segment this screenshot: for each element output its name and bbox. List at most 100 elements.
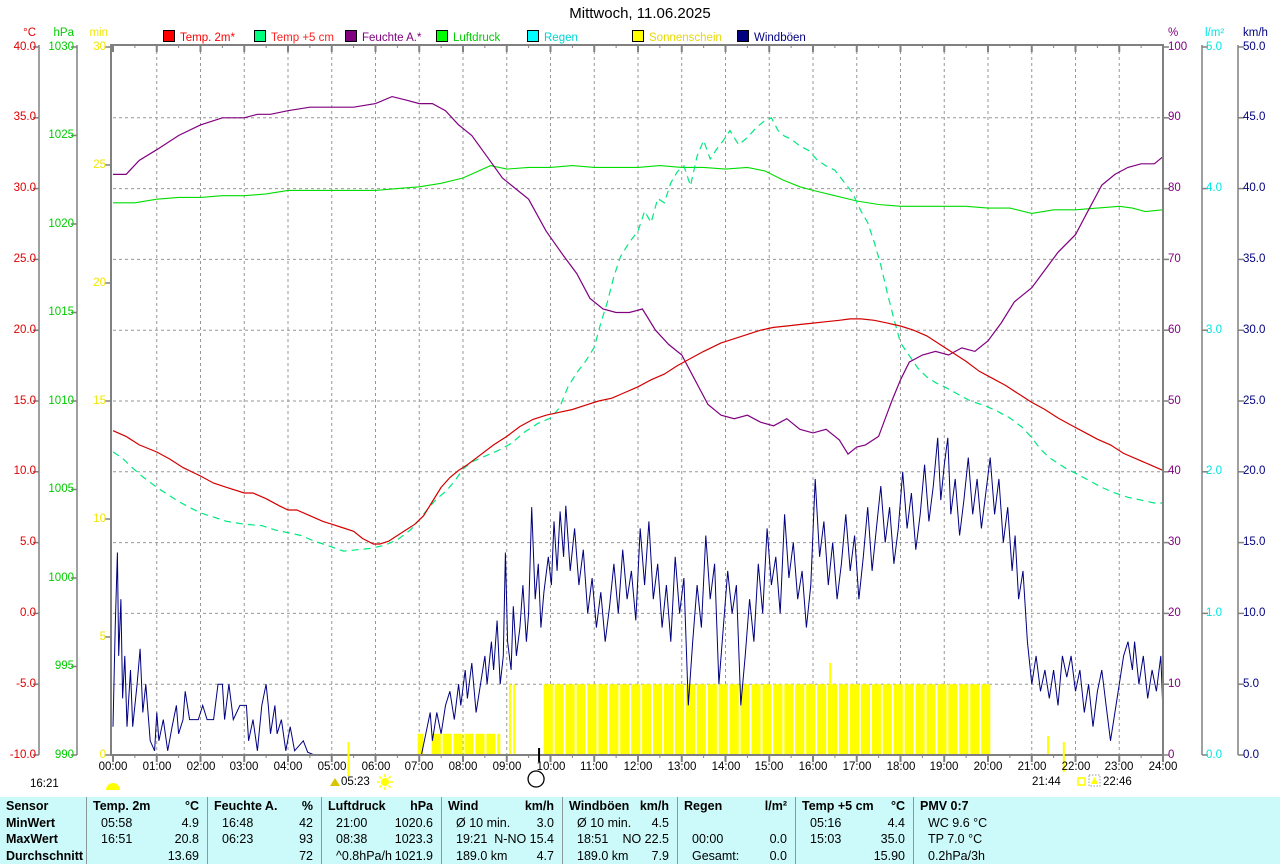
lm2-tick-label: 1.0 — [1206, 607, 1222, 619]
x-axis-label: 10:00 — [536, 761, 566, 773]
sunshine-bar — [685, 684, 695, 755]
sunshine-bar — [587, 684, 597, 755]
sunshine-bar — [497, 733, 501, 755]
x-axis-label: 07:00 — [404, 761, 434, 773]
x-axis-label: 00:00 — [98, 761, 128, 773]
unit-header-min: min — [89, 27, 108, 39]
table-row: 19:21 N-NO 15.4 — [442, 831, 563, 847]
table-cell: Ø 10 min. — [456, 815, 511, 830]
table-cell: hPa — [410, 799, 433, 813]
table-column: Temp +5 cm °C 05:16 4.4 15:03 35.0 15.90 — [795, 797, 914, 864]
page-title: Mittwoch, 11.06.2025 — [569, 5, 711, 22]
table-row: 0.2hPa/3h — [914, 848, 1280, 864]
table-cell: 4.7 — [536, 848, 554, 863]
table-cell: 42 — [299, 815, 313, 830]
table-row: Durchschnitt — [0, 848, 86, 864]
sunrise-time: 05:23 — [341, 776, 370, 788]
table-cell: l/m² — [764, 799, 787, 813]
table-cell: MinWert — [6, 815, 56, 830]
table-cell: 05:58 — [101, 815, 133, 830]
min-tick-label: 25 — [93, 159, 106, 171]
x-axis-label: 08:00 — [448, 761, 478, 773]
unit-header-pct: % — [1168, 27, 1179, 39]
legend-item: Temp. 2m* — [163, 30, 235, 44]
table-row: Feuchte A.% — [208, 798, 322, 814]
table-row: 00:00 0.0 — [678, 831, 796, 847]
x-axis-label: 19:00 — [929, 761, 959, 773]
table-row: Wind km/h — [442, 798, 563, 814]
unit-header-tempC: °C — [23, 27, 36, 39]
sunshine-bar — [653, 684, 663, 755]
table-cell: N-NO 15.4 — [494, 832, 554, 846]
pct-tick-label: 70 — [1168, 253, 1181, 265]
table-row: 189.0 km 4.7 — [442, 848, 563, 864]
table-cell: Durchschnitt — [6, 848, 84, 863]
table-cell: 15.90 — [873, 848, 905, 863]
legend-swatch — [436, 30, 448, 42]
table-column: PMV 0:7 WC 9.6 °C TP 7.0 °C 0.2hPa/3h — [913, 797, 1280, 864]
legend-swatch — [527, 30, 539, 42]
table-cell: 20.8 — [174, 832, 199, 846]
hpa-tick-label: 1015 — [48, 306, 74, 318]
sunshine-bar — [718, 684, 728, 755]
hpa-tick-label: 1005 — [48, 483, 74, 495]
sunshine-bar — [674, 684, 685, 755]
kmh-tick-label: 0.0 — [1243, 749, 1259, 761]
table-cell: NO 22.5 — [622, 832, 669, 846]
sunshine-bar — [565, 684, 575, 755]
series-pressure — [113, 165, 1164, 214]
pct-tick-label: 90 — [1168, 111, 1181, 123]
sunshine-bar — [806, 684, 816, 755]
legend-item: Temp +5 cm — [254, 30, 334, 44]
x-axis-label: 01:00 — [142, 761, 172, 773]
table-cell: 16:48 — [222, 815, 254, 830]
table-cell: TP 7.0 °C — [928, 832, 983, 846]
min-tick-label: 0 — [99, 749, 106, 761]
x-axis-label: 24:00 — [1148, 761, 1178, 773]
legend-label: Feuchte A.* — [362, 32, 422, 44]
pct-tick-label: 80 — [1168, 182, 1181, 194]
table-cell: 35.0 — [880, 832, 905, 846]
hpa-tick-label: 1025 — [48, 129, 74, 141]
sunshine-bar — [598, 684, 608, 755]
tempC-tick-label: 20.0 — [13, 324, 36, 336]
table-cell: °C — [890, 799, 905, 813]
pct-tick-label: 0 — [1168, 749, 1175, 761]
x-axis-label: 15:00 — [754, 761, 784, 773]
table-cell: 72 — [299, 848, 313, 863]
table-cell: 7.9 — [651, 848, 669, 863]
sunshine-bar — [431, 733, 441, 755]
x-axis-label: 05:00 — [317, 761, 347, 773]
legend-label: Regen — [544, 32, 578, 44]
sun-icon-ray — [388, 775, 392, 779]
sunshine-bar — [729, 684, 739, 755]
min-tick-label: 30 — [93, 41, 106, 53]
table-cell: 0.0 — [769, 832, 787, 846]
sunshine-bar — [631, 684, 641, 755]
x-axis-label: 04:00 — [273, 761, 303, 773]
table-cell: 1020.6 — [394, 815, 433, 830]
table-row: Windböen km/h — [563, 798, 678, 814]
table-column: Regen l/m² 00:00 0.0 Gesamt: 0.0 — [677, 797, 796, 864]
table-row: TP 7.0 °C — [914, 831, 1280, 847]
table-cell: Regen — [684, 799, 723, 813]
lm2-tick-label: 4.0 — [1206, 182, 1222, 194]
sunshine-bar — [554, 684, 564, 755]
tempC-tick-label: 35.0 — [13, 111, 36, 123]
x-axis-label: 13:00 — [667, 761, 697, 773]
table-cell: 0.2hPa/3h — [928, 848, 985, 863]
sunshine-bar — [829, 662, 832, 755]
tempC-tick-label: 0.0 — [20, 607, 36, 619]
legend-label: Temp. 2m* — [180, 32, 235, 44]
sunshine-bar — [508, 684, 511, 755]
sunshine-bar — [609, 684, 619, 755]
table-row: 21:00 1020.6 — [322, 815, 442, 831]
x-axis-label: 21:00 — [1017, 761, 1047, 773]
sunshine-bar — [871, 684, 881, 755]
table-cell: Sensor — [6, 799, 49, 813]
legend-swatch — [254, 30, 266, 42]
sunshine-bar — [620, 684, 630, 755]
lm2-tick-label: 2.0 — [1206, 465, 1222, 477]
table-cell: 16:51 — [101, 832, 133, 846]
table-row: 18:51 NO 22.5 — [563, 831, 678, 847]
